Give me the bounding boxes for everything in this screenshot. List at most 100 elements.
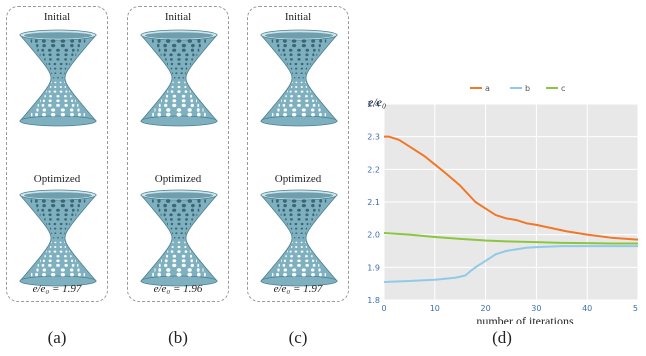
perforation-hole — [181, 208, 186, 212]
perforation-hole — [70, 58, 72, 61]
perforation-hole — [49, 227, 52, 230]
perforation-hole — [172, 103, 177, 108]
perforation-hole — [36, 268, 39, 272]
perforation-hole — [37, 103, 40, 107]
perforation-hole — [48, 259, 52, 263]
perforation-hole — [49, 58, 52, 61]
perforation-hole — [187, 39, 193, 43]
caption-c: (c) — [288, 328, 308, 347]
perforation-hole — [44, 94, 46, 98]
perforation-hole — [310, 268, 315, 272]
perforation-hole — [49, 246, 52, 248]
perforation-hole — [196, 53, 198, 57]
perforation-hole — [292, 232, 293, 235]
perforation-hole — [301, 268, 306, 272]
perforation-hole — [167, 62, 168, 66]
perforation-hole — [204, 39, 207, 43]
perforation-hole — [310, 108, 315, 112]
hyperboloid-bottom-rim — [260, 115, 338, 127]
perforation-hole — [189, 254, 193, 258]
perforation-hole — [292, 203, 297, 208]
perforation-hole — [174, 77, 176, 79]
perforation-hole — [76, 103, 79, 107]
perforation-hole — [64, 86, 67, 88]
perforation-hole — [83, 39, 86, 43]
perforation-hole — [157, 203, 160, 208]
perforation-hole — [35, 112, 38, 117]
perforation-hole — [172, 208, 177, 212]
perforation-hole — [298, 77, 300, 79]
perforation-hole — [70, 272, 74, 277]
perforation-hole — [48, 90, 51, 93]
y-tick-label: 1.9 — [367, 263, 380, 272]
perforation-hole — [312, 213, 315, 217]
panel-c-ratio: e/e₀ = 1.97 — [273, 283, 323, 295]
perforation-hole — [189, 250, 191, 253]
hyperboloid-bottom-rim — [140, 115, 218, 127]
perforation-hole — [271, 112, 274, 117]
perforation-hole — [69, 222, 71, 226]
perforation-hole — [172, 241, 174, 244]
legend-label-a: a — [485, 84, 490, 93]
perforation-hole — [152, 112, 155, 117]
perforation-hole — [318, 48, 320, 52]
perforation-hole — [305, 232, 306, 235]
panel-c-optimized-label: Optimized — [274, 173, 322, 185]
perforation-hole — [287, 250, 288, 253]
perforation-hole — [292, 268, 297, 272]
perforation-hole — [177, 213, 181, 217]
perforation-hole — [295, 232, 298, 235]
perforation-hole — [189, 94, 193, 98]
perforation-hole — [65, 222, 68, 226]
perforation-hole — [64, 218, 67, 221]
perforation-hole — [197, 208, 200, 212]
perforation-hole — [182, 77, 184, 79]
perforation-hole — [163, 203, 167, 208]
perforation-hole — [48, 250, 51, 253]
perforation-hole — [64, 99, 68, 103]
perforation-hole — [64, 53, 68, 57]
perforation-hole — [302, 237, 304, 239]
panel-b-initial-label: Initial — [164, 11, 192, 23]
perforation-hole — [185, 58, 189, 61]
perforation-hole — [184, 90, 188, 93]
perforation-hole — [311, 39, 316, 43]
perforation-hole — [304, 241, 306, 244]
perforation-hole — [297, 263, 301, 267]
perforation-hole — [298, 237, 300, 239]
perforation-hole — [167, 222, 168, 226]
perforation-hole — [42, 259, 45, 263]
perforation-hole — [301, 39, 307, 43]
perforation-hole — [277, 108, 280, 112]
perforation-hole — [165, 199, 171, 203]
perforation-hole — [290, 218, 293, 221]
panel-b: Initial Optimized e/e₀ = 1.96 — [127, 6, 229, 302]
perforation-hole — [187, 272, 193, 277]
hyperboloid-top-opening — [265, 32, 333, 39]
perforation-hole — [190, 62, 191, 66]
perforation-hole — [311, 58, 313, 61]
perforation-hole — [78, 39, 82, 43]
hyperboloid-optimized-a — [19, 189, 97, 287]
perforation-hole — [69, 250, 70, 253]
perforation-hole — [185, 72, 186, 75]
perforation-hole — [271, 199, 274, 203]
perforation-hole — [283, 99, 286, 103]
perforation-hole — [316, 213, 318, 217]
perforation-hole — [40, 259, 41, 263]
perforation-hole — [187, 112, 193, 117]
perforation-hole — [191, 203, 195, 208]
perforation-hole — [171, 203, 177, 208]
perforation-hole — [53, 62, 57, 66]
perforation-hole — [302, 77, 304, 79]
perforation-hole — [48, 99, 52, 103]
panel-a: Initial Optimized e/e₀ = 1.97 — [6, 6, 108, 302]
perforation-hole — [297, 53, 301, 57]
perforation-hole — [56, 254, 60, 258]
perforation-hole — [271, 39, 274, 43]
perforation-hole — [190, 103, 194, 108]
perforation-hole — [56, 103, 60, 107]
perforation-hole — [51, 232, 52, 235]
y-tick-label: 2.3 — [367, 133, 380, 142]
perforation-hole — [64, 227, 67, 230]
